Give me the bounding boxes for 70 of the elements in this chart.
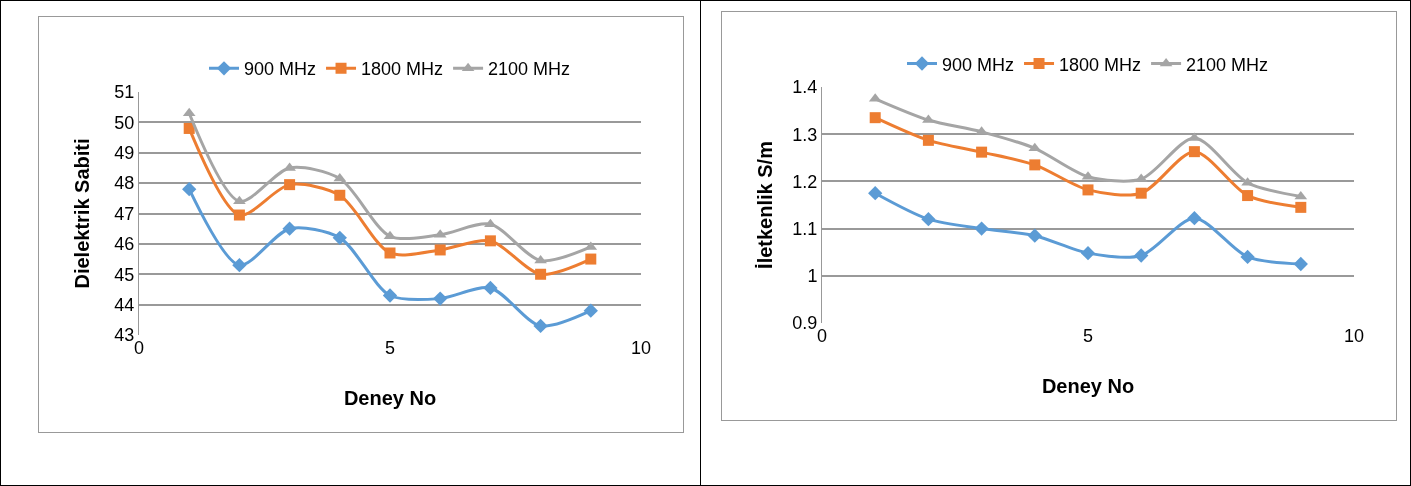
point [384, 247, 396, 259]
y-axis-title: Dielektrik Sabiti [71, 138, 93, 289]
point [1135, 187, 1147, 199]
point [382, 288, 398, 303]
x-tick-label: 5 [384, 338, 396, 358]
y-tick-label: 46 [114, 234, 135, 255]
y-tick-label: 51 [114, 82, 135, 103]
y-axis-title: İletkenlik S/m [754, 141, 776, 269]
point [282, 221, 297, 236]
point [1029, 159, 1041, 171]
point [232, 257, 247, 273]
y-tick-label: 1.1 [792, 218, 818, 239]
point [284, 179, 296, 191]
point [433, 291, 448, 306]
y-tick-label: 1.2 [792, 171, 818, 192]
y-tick-label: 0.9 [792, 313, 818, 334]
point [922, 134, 934, 146]
legend-label: 900 MHz [942, 54, 1015, 75]
point [1080, 245, 1096, 261]
y-tick-label: 49 [114, 143, 135, 164]
point [1188, 146, 1200, 158]
point [1134, 248, 1149, 263]
x-tick-label: 10 [1343, 326, 1365, 346]
point [383, 230, 397, 240]
y-tick-label: 47 [114, 203, 135, 224]
y-tick-label: 1.4 [792, 77, 818, 98]
point [334, 189, 346, 201]
point [583, 303, 598, 318]
point [869, 112, 881, 124]
point [434, 244, 446, 256]
point [974, 221, 989, 236]
point [484, 235, 496, 247]
legend-label: 900 MHz [244, 59, 317, 80]
point [1293, 256, 1308, 272]
point [1027, 228, 1042, 243]
y-tick-label: 1 [807, 266, 818, 287]
y-tick-label: 44 [114, 294, 135, 315]
x-tick-label: 5 [1082, 326, 1094, 346]
legend-label: 2100 MHz [1186, 54, 1269, 75]
y-tick-label: 45 [114, 264, 135, 285]
point [233, 195, 246, 205]
x-tick-label: 0 [816, 326, 828, 346]
point [1082, 184, 1094, 196]
point [868, 186, 883, 201]
point [233, 209, 245, 221]
point [1028, 142, 1042, 152]
point [585, 253, 597, 265]
point [332, 230, 347, 245]
x-tick-label: 10 [630, 338, 652, 358]
y-tick-label: 48 [114, 173, 135, 194]
point [1295, 201, 1307, 213]
point [182, 107, 196, 117]
point [921, 212, 936, 227]
y-tick-label: 1.3 [792, 124, 818, 145]
point [535, 268, 547, 280]
x-tick-label: 0 [133, 338, 145, 358]
x-axis-title: Deney No [343, 387, 437, 409]
legend-label: 2100 MHz [488, 59, 571, 80]
point [533, 318, 548, 334]
point [483, 280, 498, 296]
point [1240, 249, 1255, 265]
point [182, 182, 197, 197]
point [1242, 190, 1254, 202]
point [1187, 211, 1202, 226]
legend-label: 1800 MHz [361, 59, 444, 80]
y-tick-label: 50 [114, 112, 135, 133]
legend-label: 1800 MHz [1059, 54, 1142, 75]
point [976, 146, 988, 158]
y-tick-label: 43 [114, 325, 135, 346]
x-axis-title: Deney No [1041, 375, 1135, 397]
